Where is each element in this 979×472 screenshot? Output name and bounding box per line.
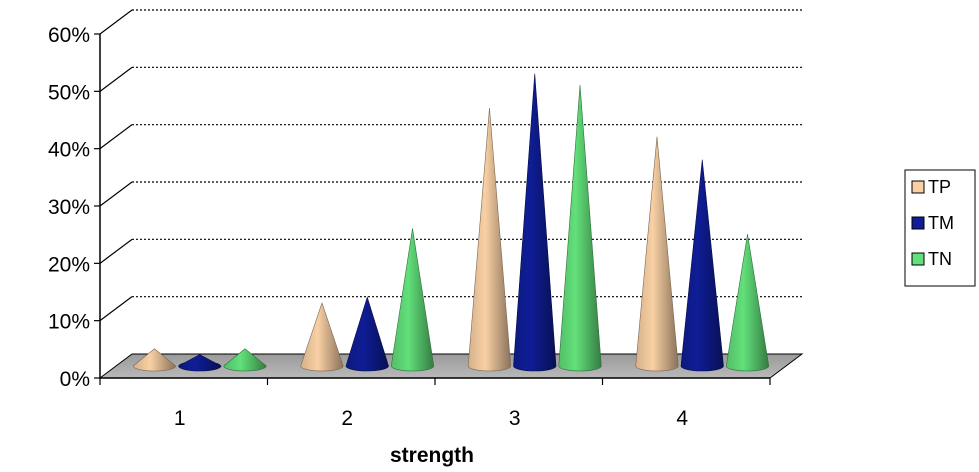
- cone-body: [467, 107, 512, 372]
- cone-TM-3: [513, 73, 557, 372]
- x-axis-ticks: 1 2 3 4: [99, 378, 771, 430]
- cone-body: [300, 301, 344, 372]
- legend-label-TP: TP: [928, 177, 951, 197]
- gridline-diagonal: [99, 9, 133, 35]
- gridlines: [99, 9, 802, 322]
- cone-body: [725, 234, 770, 372]
- y-tick-label: 20%: [48, 253, 90, 276]
- cone-TM-4: [680, 159, 724, 372]
- cone-TN-4: [725, 234, 770, 372]
- cone-body: [635, 136, 679, 372]
- y-tick-label: 30%: [48, 196, 90, 219]
- cone-TN-1: [223, 348, 267, 372]
- x-tick-label: 3: [509, 407, 521, 430]
- cone-body: [223, 348, 267, 372]
- legend-swatch-TN: [911, 252, 925, 266]
- gridline-diagonal: [99, 296, 133, 322]
- cone-TP-4: [635, 136, 679, 372]
- y-tick-label: 40%: [48, 139, 90, 162]
- cone-body: [558, 85, 602, 372]
- legend: TP TM TN: [904, 169, 976, 287]
- cone-TM-1: [178, 354, 222, 372]
- legend-swatch-TM: [911, 216, 925, 230]
- y-tick-label: 60%: [48, 24, 90, 47]
- gridline-diagonal: [99, 238, 133, 264]
- legend-swatch-TP: [911, 180, 925, 194]
- gridline-diagonal: [99, 66, 133, 92]
- cone-body: [513, 73, 557, 372]
- x-tick-label: 1: [174, 407, 186, 430]
- cone-body: [178, 354, 222, 372]
- cone-TN-3: [558, 85, 602, 372]
- cone-TP-1: [132, 348, 177, 372]
- cone-TN-2: [390, 228, 435, 372]
- gridline-diagonal: [99, 181, 133, 207]
- y-tick-label: 50%: [48, 81, 90, 104]
- legend-label-TM: TM: [928, 213, 954, 233]
- gridline-diagonal: [99, 124, 133, 150]
- chart-cones: [132, 73, 770, 372]
- cone-body: [132, 348, 177, 372]
- cone-body: [345, 296, 389, 372]
- x-tick-label: 2: [341, 407, 353, 430]
- legend-label-TN: TN: [928, 249, 952, 269]
- cone-body: [390, 228, 435, 372]
- y-axis-ticks: 0% 10% 20% 30% 40% 50% 60%: [48, 24, 100, 391]
- cone-TP-2: [300, 301, 344, 372]
- x-tick-label: 4: [676, 407, 688, 430]
- y-tick-label: 0%: [60, 368, 90, 391]
- cone-TP-3: [467, 107, 512, 372]
- y-tick-label: 10%: [48, 311, 90, 334]
- cone-TM-2: [345, 296, 389, 372]
- cone-body: [680, 159, 724, 372]
- x-axis-label: strength: [390, 444, 474, 467]
